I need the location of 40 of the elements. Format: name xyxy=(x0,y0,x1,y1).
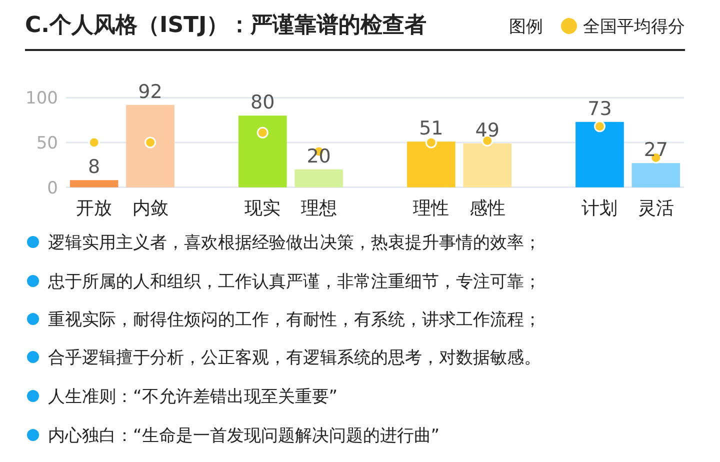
x-tick-label: 计划 xyxy=(582,198,618,219)
bar xyxy=(576,122,624,188)
bar xyxy=(126,104,174,188)
text: 合乎逻辑擅于分析，公正客观，有逻辑系统的思考，对数据敏感。 xyxy=(48,348,541,368)
bar xyxy=(632,163,680,188)
x-tick-label: 开放 xyxy=(76,198,112,219)
bar xyxy=(70,180,118,188)
point xyxy=(144,136,156,148)
point xyxy=(425,136,437,148)
text: 人生准则：“不允许差错出现至关重要” xyxy=(48,387,338,407)
data-label: 49 xyxy=(475,119,500,142)
legend-title: 图例 xyxy=(509,17,543,37)
y-tick-label: 100 xyxy=(26,88,58,109)
y-tick-label: 0 xyxy=(47,178,58,198)
bar xyxy=(294,169,343,188)
point xyxy=(88,136,100,148)
point xyxy=(594,120,606,132)
x-tick-label: 理性 xyxy=(413,198,450,219)
bar xyxy=(463,143,512,188)
text: 忠于所属的人和组织，工作认真严谨，非常注重细节，专注可靠； xyxy=(47,272,541,292)
bar xyxy=(238,116,287,188)
data-label: 8 xyxy=(88,156,100,178)
x-tick-label: 灵活 xyxy=(638,198,674,219)
text: 逻辑实用主义者，喜欢根据经验做出决策，热衷提升事情的效率； xyxy=(48,233,541,253)
data-label: 92 xyxy=(138,80,162,103)
y-tick-label: 50 xyxy=(36,134,58,154)
text: 内心独白：“生命是一首发现问题解决问题的进行曲” xyxy=(48,426,440,446)
x-tick-label: 现实 xyxy=(244,198,281,219)
legend-label: 全国平均得分 xyxy=(583,17,685,37)
x-tick-label: 理想 xyxy=(300,198,337,219)
data-label: 80 xyxy=(250,92,275,114)
text: 重视实际，耐得住烦闷的工作，有耐性，有系统，讲求工作流程； xyxy=(48,310,541,330)
data-label: 27 xyxy=(644,139,668,162)
data-label: 73 xyxy=(588,98,612,120)
data-label: 51 xyxy=(419,118,444,140)
chart-title: C.个人风格（ISTJ）：严谨靠谱的检查者 xyxy=(25,12,427,38)
x-tick-label: 内敛 xyxy=(132,198,168,219)
x-tick-label: 感性 xyxy=(469,198,506,219)
point xyxy=(256,126,268,138)
data-label: 20 xyxy=(306,145,331,168)
